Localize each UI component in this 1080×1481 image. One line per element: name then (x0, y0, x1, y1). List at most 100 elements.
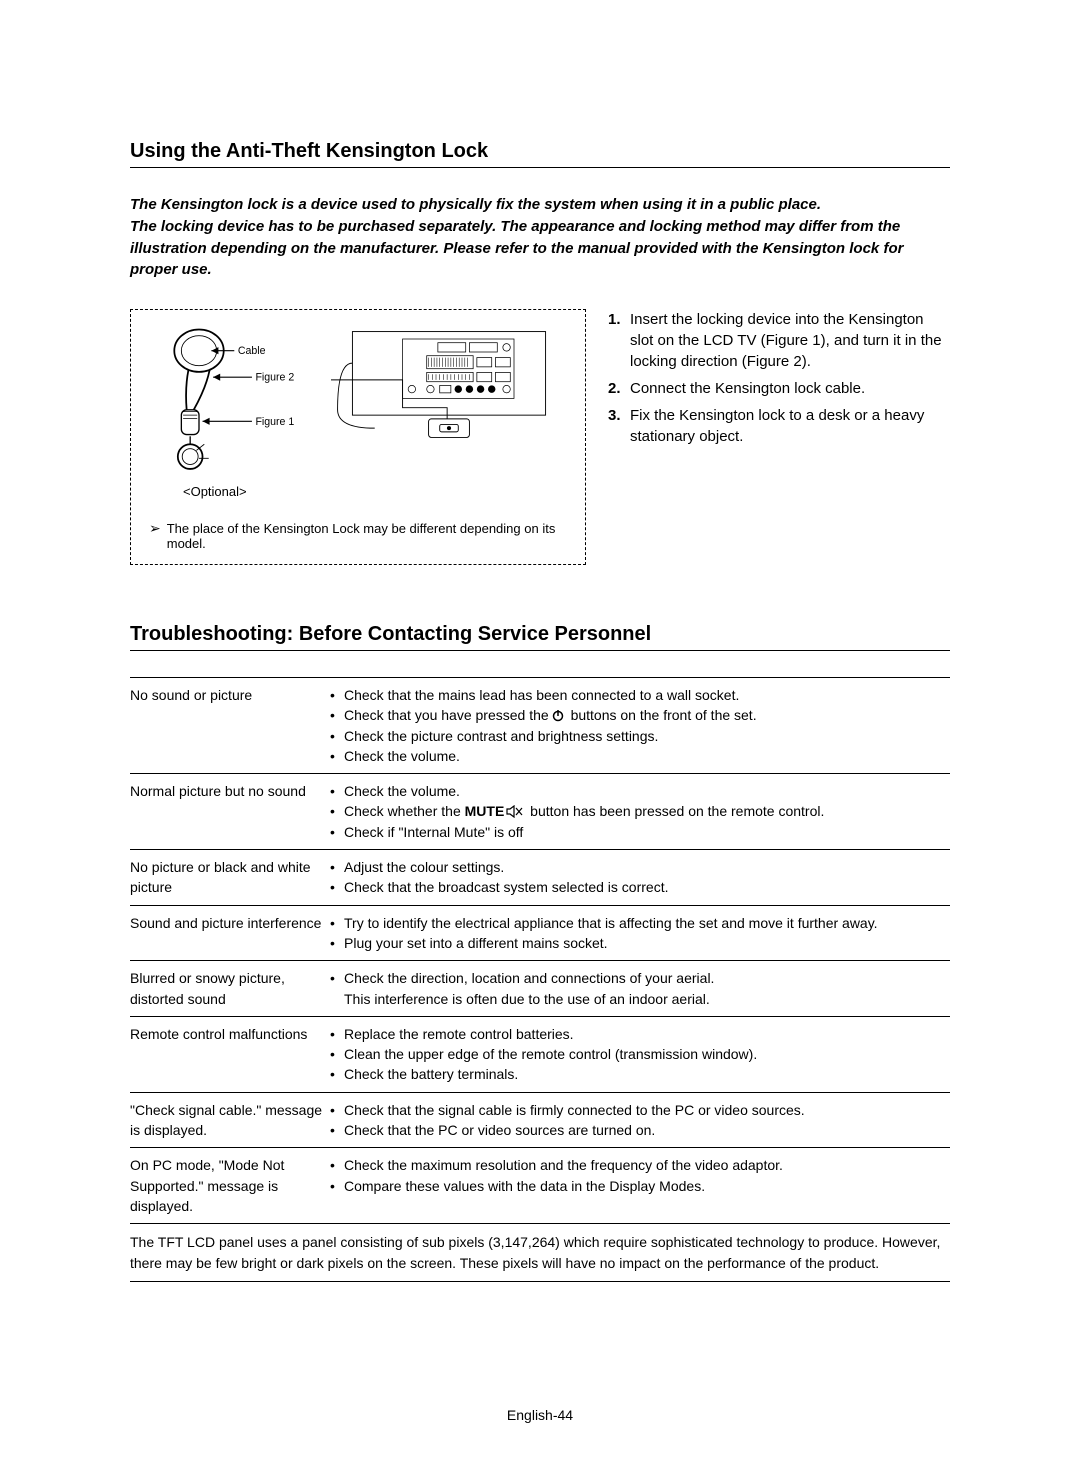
svg-text:Figure 1: Figure 1 (255, 416, 294, 428)
step-text: Insert the locking device into the Kensi… (630, 309, 950, 372)
solution-item: •Check that the signal cable is firmly c… (330, 1100, 946, 1120)
page-number: English-44 (0, 1407, 1080, 1423)
intro-line1: The Kensington lock is a device used to … (130, 196, 821, 213)
solution-item: •Check that the PC or video sources are … (330, 1120, 946, 1140)
step-item: 2.Connect the Kensington lock cable. (608, 378, 950, 399)
solution-text: Adjust the colour settings. (344, 857, 946, 877)
solution-item: •Check the picture contrast and brightne… (330, 726, 946, 746)
step-item: 3.Fix the Kensington lock to a desk or a… (608, 405, 950, 447)
bullet-icon: • (330, 1044, 344, 1064)
bullet-icon (330, 989, 344, 1009)
bullet-icon: • (330, 705, 344, 725)
troubleshoot-table: No sound or picture•Check that the mains… (130, 677, 950, 1224)
solution-item: •Plug your set into a different mains so… (330, 933, 946, 953)
intro-line2: The locking device has to be purchased s… (130, 218, 903, 279)
kensington-intro: The Kensington lock is a device used to … (130, 194, 950, 281)
solution-text: Check that the PC or video sources are t… (344, 1120, 946, 1140)
step-number: 2. (608, 378, 630, 399)
problem-cell: No sound or picture (130, 678, 330, 774)
bullet-icon: • (330, 726, 344, 746)
solution-text: Check whether the MUTE button has been p… (344, 801, 946, 821)
solution-text: Check the battery terminals. (344, 1064, 946, 1084)
solution-cell: •Check the direction, location and conne… (330, 961, 950, 1017)
solution-text: Check the direction, location and connec… (344, 968, 946, 988)
solution-item: •Check that the mains lead has been conn… (330, 685, 946, 705)
solution-item: •Replace the remote control batteries. (330, 1024, 946, 1044)
table-row: "Check signal cable." message is display… (130, 1092, 950, 1148)
bullet-icon: • (330, 1024, 344, 1044)
solution-item: •Check the direction, location and conne… (330, 968, 946, 988)
section-title-troubleshoot: Troubleshooting: Before Contacting Servi… (130, 623, 950, 651)
solution-item: •Check that the broadcast system selecte… (330, 877, 946, 897)
solution-item: •Check the maximum resolution and the fr… (330, 1155, 946, 1175)
bullet-icon: • (330, 913, 344, 933)
table-row: No sound or picture•Check that the mains… (130, 678, 950, 774)
diagram-note: The place of the Kensington Lock may be … (167, 521, 567, 551)
bullet-icon: • (330, 1176, 344, 1196)
lock-cable-illustration: Cable Figure 2 Figure 1 (149, 326, 309, 476)
solution-text: Check the volume. (344, 746, 946, 766)
solution-cell: •Check the maximum resolution and the fr… (330, 1148, 950, 1224)
solution-text: Check if "Internal Mute" is off (344, 822, 946, 842)
solution-cell: •Check that the mains lead has been conn… (330, 678, 950, 774)
problem-cell: Blurred or snowy picture, distorted soun… (130, 961, 330, 1017)
bullet-icon: • (330, 801, 344, 821)
problem-cell: On PC mode, "Mode Not Supported." messag… (130, 1148, 330, 1224)
bullet-icon: • (330, 877, 344, 897)
bullet-icon: • (330, 822, 344, 842)
table-row: Normal picture but no sound•Check the vo… (130, 774, 950, 850)
svg-text:Figure 2: Figure 2 (255, 372, 294, 384)
step-item: 1.Insert the locking device into the Ken… (608, 309, 950, 372)
solution-text: Clean the upper edge of the remote contr… (344, 1044, 946, 1064)
tft-footnote: The TFT LCD panel uses a panel consistin… (130, 1224, 950, 1282)
problem-cell: Sound and picture interference (130, 905, 330, 961)
step-text: Connect the Kensington lock cable. (630, 378, 950, 399)
solution-cell: •Replace the remote control batteries.•C… (330, 1016, 950, 1092)
solution-cell: •Adjust the colour settings.•Check that … (330, 850, 950, 906)
table-row: Remote control malfunctions•Replace the … (130, 1016, 950, 1092)
bullet-icon: • (330, 1155, 344, 1175)
solution-item: •Try to identify the electrical applianc… (330, 913, 946, 933)
solution-text: This interference is often due to the us… (344, 989, 946, 1009)
problem-cell: No picture or black and white picture (130, 850, 330, 906)
bullet-icon: • (330, 933, 344, 953)
section-title-kensington: Using the Anti-Theft Kensington Lock (130, 140, 950, 168)
solution-item: •Check if "Internal Mute" is off (330, 822, 946, 842)
solution-text: Check that the mains lead has been conne… (344, 685, 946, 705)
bullet-icon: • (330, 685, 344, 705)
solution-text: Check that you have pressed the buttons … (344, 705, 946, 725)
kensington-steps: 1.Insert the locking device into the Ken… (608, 309, 950, 565)
step-number: 1. (608, 309, 630, 372)
bullet-icon: • (330, 781, 344, 801)
step-text: Fix the Kensington lock to a desk or a h… (630, 405, 950, 447)
solution-item: •Check the volume. (330, 746, 946, 766)
solution-text: Check the volume. (344, 781, 946, 801)
bullet-icon: • (330, 968, 344, 988)
solution-text: Check that the broadcast system selected… (344, 877, 946, 897)
solution-text: Replace the remote control batteries. (344, 1024, 946, 1044)
solution-text: Check that the signal cable is firmly co… (344, 1100, 946, 1120)
note-arrow-icon: ➢ (149, 521, 161, 535)
solution-cell: •Try to identify the electrical applianc… (330, 905, 950, 961)
solution-text: Try to identify the electrical appliance… (344, 913, 946, 933)
table-row: Blurred or snowy picture, distorted soun… (130, 961, 950, 1017)
bullet-icon: • (330, 1120, 344, 1140)
table-row: Sound and picture interference•Try to id… (130, 905, 950, 961)
solution-item: •Check whether the MUTE button has been … (330, 801, 946, 821)
solution-text: Check the picture contrast and brightnes… (344, 726, 946, 746)
solution-text: Compare these values with the data in th… (344, 1176, 946, 1196)
bullet-icon: • (330, 1100, 344, 1120)
solution-text: Check the maximum resolution and the fre… (344, 1155, 946, 1175)
bullet-icon: • (330, 857, 344, 877)
bullet-icon: • (330, 1064, 344, 1084)
tv-back-panel-illustration (331, 326, 567, 456)
solution-item: •Check the battery terminals. (330, 1064, 946, 1084)
step-number: 3. (608, 405, 630, 447)
solution-cell: •Check that the signal cable is firmly c… (330, 1092, 950, 1148)
problem-cell: Remote control malfunctions (130, 1016, 330, 1092)
problem-cell: "Check signal cable." message is display… (130, 1092, 330, 1148)
solution-cell: •Check the volume.•Check whether the MUT… (330, 774, 950, 850)
svg-text:Cable: Cable (238, 345, 266, 357)
solution-text: Plug your set into a different mains soc… (344, 933, 946, 953)
table-row: No picture or black and white picture•Ad… (130, 850, 950, 906)
